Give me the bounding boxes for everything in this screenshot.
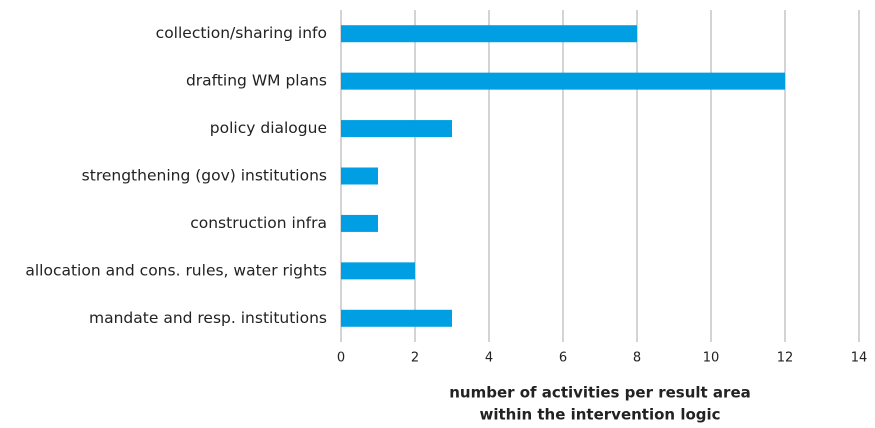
bar	[341, 309, 452, 327]
y-tick-label: policy dialogue	[210, 119, 327, 137]
x-tick-label: 0	[337, 351, 345, 366]
y-tick-label: mandate and resp. institutions	[89, 309, 327, 327]
x-tick-label: 8	[633, 351, 641, 366]
x-axis-label: within the intervention logic	[479, 406, 720, 424]
x-tick-label: 2	[411, 351, 419, 366]
x-tick-label: 4	[485, 351, 493, 366]
x-tick-label: 10	[703, 351, 720, 366]
bar	[341, 72, 785, 90]
y-tick-label: construction infra	[190, 214, 327, 232]
bar	[341, 214, 378, 232]
bar	[341, 262, 415, 280]
y-tick-label: allocation and cons. rules, water rights	[25, 261, 327, 279]
y-tick-label: strengthening (gov) institutions	[82, 167, 327, 185]
x-tick-label: 12	[777, 351, 794, 366]
bar	[341, 120, 452, 138]
x-tick-label: 6	[559, 351, 567, 366]
bar	[341, 167, 378, 185]
bar	[341, 25, 637, 43]
x-axis-label: number of activities per result area	[449, 384, 751, 402]
x-tick-label: 14	[851, 351, 868, 366]
y-tick-label: collection/sharing info	[156, 24, 327, 42]
y-tick-label: drafting WM plans	[186, 72, 327, 90]
